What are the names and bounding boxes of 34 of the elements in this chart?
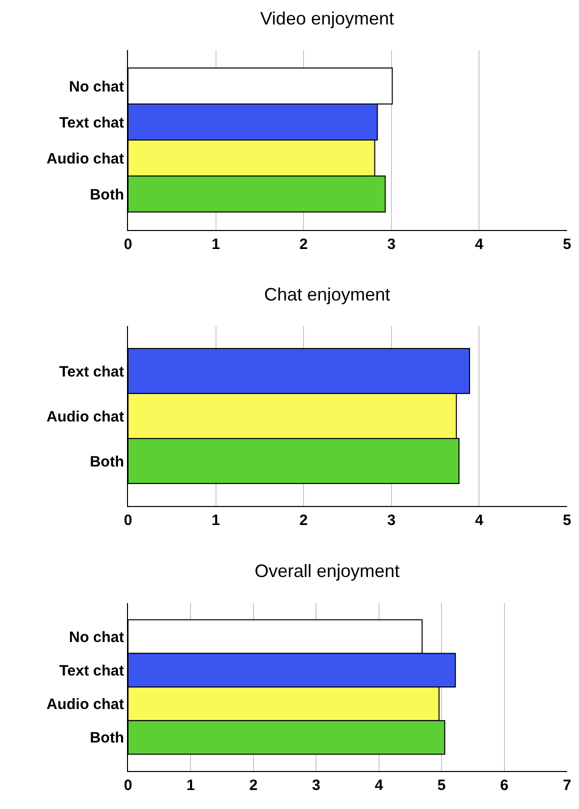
y-tick-label: Both (90, 186, 124, 204)
x-tick-label: 0 (124, 512, 132, 529)
x-tick-label: 0 (124, 777, 132, 794)
x-tick-label: 2 (299, 512, 308, 529)
x-tick-label: 5 (562, 236, 572, 253)
y-tick-label: Text chat (59, 662, 124, 680)
x-tick-label: 5 (562, 512, 572, 529)
y-tick-label: Text chat (59, 114, 124, 132)
y-tick-label: No chat (68, 628, 124, 646)
y-tick-label: Both (90, 453, 124, 470)
y-tick-label: Audio chat (46, 408, 124, 426)
chart-title: Video enjoyment (260, 8, 394, 29)
x-tick-label: 4 (374, 777, 384, 794)
y-tick-label: No chat (68, 78, 124, 96)
x-tick-label: 1 (186, 777, 195, 794)
chart-title: Chat enjoyment (264, 284, 390, 305)
x-tick-label: 4 (475, 512, 484, 529)
y-tick-label: Text chat (59, 363, 124, 380)
x-tick-label: 3 (387, 512, 396, 529)
x-tick-label: 3 (387, 236, 396, 253)
x-tick-label: 3 (312, 777, 320, 794)
x-tick-label: 1 (212, 236, 220, 253)
x-tick-label: 0 (124, 236, 132, 253)
x-tick-label: 6 (500, 777, 508, 794)
x-tick-label: 5 (437, 777, 446, 794)
y-tick-label: Both (90, 730, 124, 747)
x-tick-label: 2 (249, 777, 258, 794)
x-tick-label: 4 (475, 236, 484, 253)
y-tick-label: Audio chat (46, 696, 124, 714)
chart-title: Overall enjoyment (254, 561, 400, 582)
x-tick-label: 2 (299, 236, 308, 253)
x-tick-label: 7 (562, 777, 572, 794)
x-tick-label: 1 (212, 512, 220, 529)
y-tick-label: Audio chat (46, 150, 124, 168)
